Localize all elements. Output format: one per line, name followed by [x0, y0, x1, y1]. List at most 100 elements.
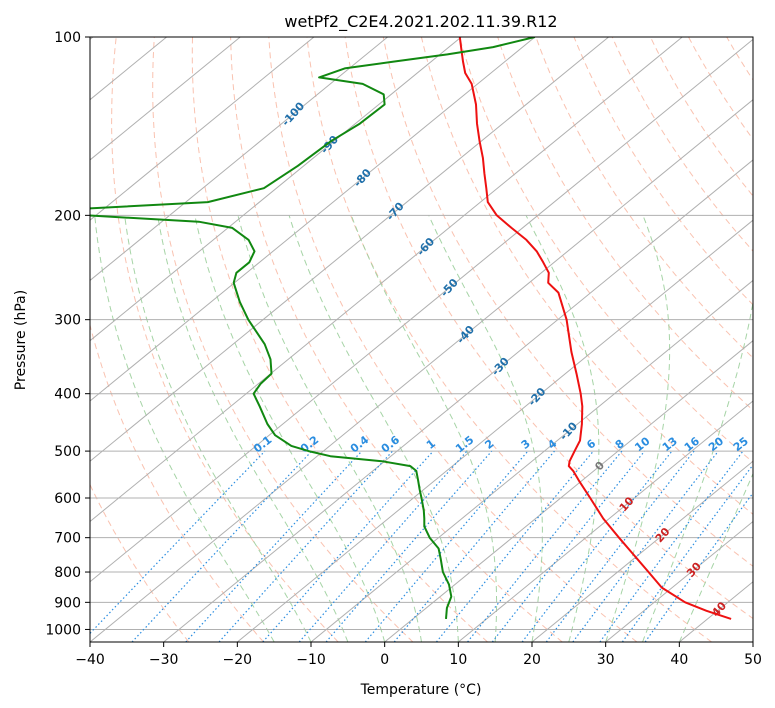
mixing-ratio-label: 8 [613, 437, 627, 452]
temperature-profile-line [458, 37, 732, 620]
x-tick-label: −10 [296, 652, 326, 668]
mixing-ratio-line [521, 450, 673, 642]
isotherm-line [90, 37, 609, 462]
isotherm-line [384, 340, 753, 642]
isotherm-line [90, 37, 241, 161]
dry-adiabat [420, 37, 753, 515]
dry-adiabat [573, 37, 753, 306]
x-tick-label: −40 [75, 652, 105, 668]
dewpoint-profile-line [90, 37, 536, 619]
isotherm-label: -10 [557, 419, 580, 443]
isotherm-line [752, 641, 753, 642]
moist-adiabat [428, 215, 543, 642]
y-tick-label: 800 [54, 565, 81, 581]
mixing-ratio-label: 2 [483, 437, 497, 452]
moist-adiabat [525, 215, 600, 642]
isotherm-line [458, 400, 753, 642]
x-tick-label: 50 [744, 652, 762, 668]
moist-adiabat [94, 215, 275, 642]
dry-adiabat [90, 483, 190, 642]
mixing-ratio-label: 1.5 [453, 433, 476, 455]
x-tick-label: 20 [523, 652, 541, 668]
dry-adiabat [191, 37, 488, 642]
mixing-ratio-label: 6 [584, 437, 598, 452]
isotherm-line [90, 38, 753, 583]
dry-adiabat [306, 37, 712, 642]
mixing-ratio-line [90, 450, 266, 635]
y-tick-label: 700 [54, 531, 81, 547]
y-tick-label: 600 [54, 491, 81, 507]
x-tick-label: 10 [449, 652, 467, 668]
reference-line-labels: 0.1 0.2 0.4 0.6 1 1.5 2 3 4 6 8 10 13 16 20 25 30 36-100-… [251, 99, 771, 619]
dry-adiabat [230, 37, 563, 642]
isotherm-line [90, 99, 753, 642]
mixing-ratio-line [644, 491, 753, 642]
mixing-ratio-line [545, 450, 695, 642]
isotherm-label: -50 [438, 276, 461, 300]
dry-adiabat [344, 37, 753, 620]
isotherm-line [310, 279, 753, 642]
isotherm-label: -80 [351, 166, 374, 190]
isotherm-line [531, 460, 753, 642]
mixing-ratio-line [298, 450, 468, 642]
isotherm-label: -70 [384, 200, 407, 224]
mixing-ratio-label: 0.4 [348, 433, 372, 455]
y-tick-label: 1000 [45, 622, 81, 638]
moist-adiabat [642, 299, 753, 642]
x-tick-label: 0 [380, 652, 389, 668]
mixing-ratio-line [393, 450, 555, 642]
x-tick-label: 40 [670, 652, 688, 668]
isotherm-line [90, 37, 462, 342]
mixing-ratio-label: 0.6 [379, 433, 403, 455]
isotherm-line [90, 37, 683, 523]
dry-adiabat [90, 323, 264, 642]
isotherm-line [163, 159, 753, 642]
y-axis-label: Pressure (hPa) [13, 290, 29, 390]
mixing-ratio-label: 4 [545, 437, 559, 452]
x-tick-label: 30 [597, 652, 615, 668]
dry-adiabat [111, 37, 339, 642]
isotherm-line [605, 520, 753, 642]
mixing-ratio-line [131, 450, 313, 642]
plot-frame [89, 36, 754, 643]
mixing-ratio-line [491, 450, 646, 642]
mixing-ratio-label: 0.1 [251, 433, 274, 455]
background-lines [90, 37, 753, 642]
isotherm-line [90, 37, 315, 221]
moist-adiabat [288, 215, 459, 642]
isotherm-label: -40 [454, 323, 477, 347]
isotherm-line [679, 581, 753, 642]
dry-adiabat [497, 37, 753, 411]
y-tick-label: 900 [54, 595, 81, 611]
moist-adiabat [124, 215, 312, 642]
mixing-ratio-label: 3 [519, 437, 533, 452]
isotherm-label: -60 [414, 235, 437, 259]
profile-lines [90, 37, 732, 620]
mixing-ratio-line [185, 450, 363, 642]
mixing-ratio-label: 1 [424, 437, 438, 452]
isotherm-label: 0 [592, 459, 607, 474]
moist-adiabat [678, 472, 753, 642]
isotherm-label: -100 [279, 99, 307, 128]
moist-adiabat [605, 215, 671, 642]
isotherm-line [90, 37, 536, 402]
isotherm-line [90, 37, 388, 282]
mixing-ratio-line [467, 450, 623, 642]
dry-adiabat [268, 37, 638, 642]
mixing-ratio-line [218, 450, 394, 642]
mixing-ratio-line [262, 450, 434, 642]
mixing-ratio-line [435, 450, 594, 642]
isotherm-label: -20 [526, 385, 549, 409]
mixing-ratio-label: 30 [751, 434, 771, 454]
dry-adiabat [611, 37, 753, 252]
dry-adiabat [688, 37, 753, 140]
x-tick-label: −20 [223, 652, 253, 668]
mixing-ratio-line [621, 463, 753, 642]
x-tick-label: −30 [149, 652, 179, 668]
y-tick-label: 100 [54, 30, 81, 46]
chart-title: wetPf2_C2E4.2021.202.11.39.R12 [284, 12, 557, 32]
moist-adiabat [350, 215, 498, 642]
mixing-ratio-line [572, 450, 719, 642]
mixing-ratio-line [325, 450, 493, 642]
